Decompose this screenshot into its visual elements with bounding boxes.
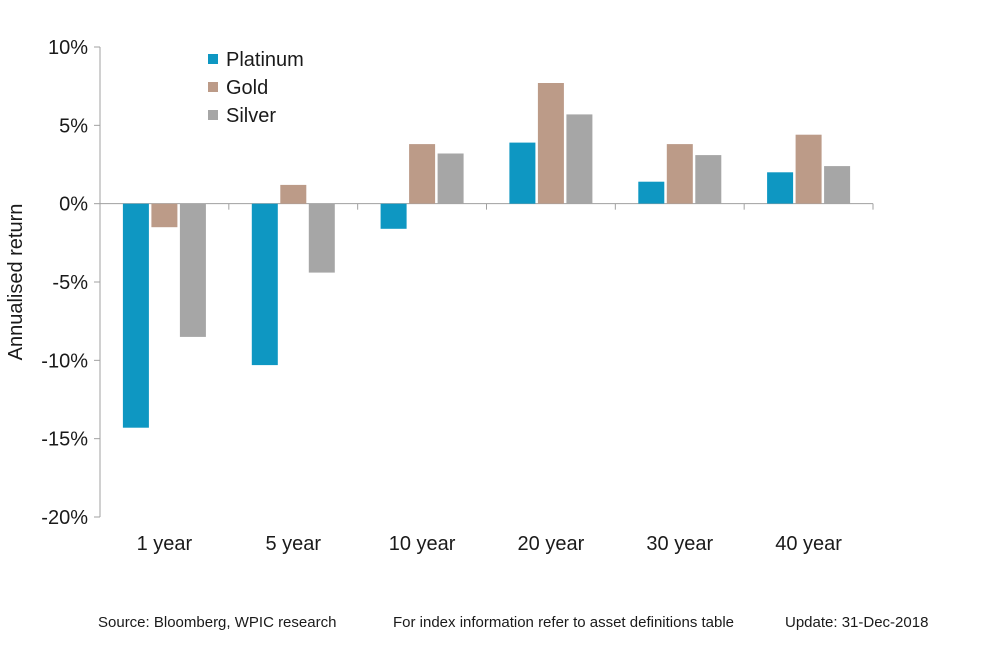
bar-platinum	[509, 142, 536, 204]
bar-gold	[795, 134, 822, 204]
bar-silver	[566, 114, 593, 204]
y-tick-label: 10%	[48, 37, 88, 59]
y-tick-label: -10%	[41, 350, 88, 372]
y-tick-label: 5%	[59, 115, 88, 137]
bar-silver	[695, 155, 722, 204]
x-tick-label: 20 year	[518, 533, 585, 555]
legend-label: Platinum	[226, 49, 304, 71]
x-tick-label: 5 year	[265, 533, 321, 555]
legend-label: Gold	[226, 77, 268, 99]
legend: Platinum Gold Silver	[208, 49, 304, 127]
x-tick-label: 40 year	[775, 533, 842, 555]
y-tick-label: -20%	[41, 507, 88, 529]
bar-chart: 10% 5% 0% -5% -10% -15% -20% 1 year 5 year 10 ye…	[5, 37, 874, 555]
footer-source: Source: Bloomberg, WPIC research	[98, 614, 337, 631]
y-tick-label: -15%	[41, 429, 88, 451]
y-tick-label: -5%	[52, 272, 88, 294]
bar-silver	[824, 166, 851, 204]
bar-gold	[537, 83, 564, 204]
x-tick-labels: 1 year 5 year 10 year 20 year 30 year 40 year	[137, 533, 843, 555]
bar-silver	[308, 203, 335, 273]
y-tick-labels: 10% 5% 0% -5% -10% -15% -20%	[41, 37, 88, 529]
x-tick-label: 30 year	[646, 533, 713, 555]
bar-platinum	[380, 203, 407, 229]
y-axis-title: Annualised return	[5, 204, 27, 361]
legend-swatch	[208, 82, 218, 92]
footer-index-note: For index information refer to asset def…	[393, 614, 735, 631]
legend-label: Silver	[226, 105, 276, 127]
bar-platinum	[767, 172, 794, 204]
bar-silver	[437, 153, 464, 204]
legend-swatch	[208, 54, 218, 64]
bar-platinum	[251, 203, 278, 366]
bar-gold	[666, 144, 693, 204]
bar-platinum	[122, 203, 149, 428]
bar-gold	[280, 184, 307, 204]
footer-update: Update: 31-Dec-2018	[785, 614, 929, 631]
x-tick-label: 1 year	[137, 533, 193, 555]
bar-platinum	[638, 181, 665, 204]
x-tick-label: 10 year	[389, 533, 456, 555]
bar-silver	[179, 203, 206, 337]
bar-gold	[151, 203, 178, 228]
bar-gold	[409, 144, 436, 204]
axes	[94, 46, 874, 518]
bars	[122, 83, 851, 428]
y-tick-label: 0%	[59, 194, 88, 216]
legend-swatch	[208, 110, 218, 120]
